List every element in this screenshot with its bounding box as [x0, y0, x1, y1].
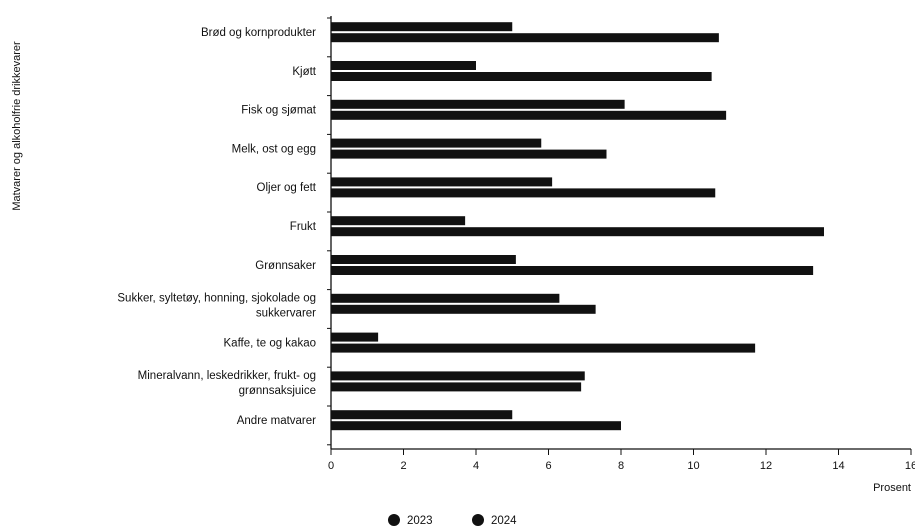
x-tick-label: 12	[760, 460, 772, 472]
bar-2024-0	[331, 33, 719, 43]
category-label-line: Grønnsaker	[255, 260, 316, 272]
bar-2023-3	[331, 138, 542, 148]
axes-layer: 0 2 4 6 8 10 12 14 16	[327, 16, 915, 472]
category-label-line: Andre matvarer	[237, 415, 316, 427]
labels-layer: Brød og kornprodukter Kjøtt Fisk og sjømat…	[117, 27, 316, 427]
category-label-9: Mineralvann, leskedrikker, frukt- og grøn…	[138, 370, 316, 397]
legend[interactable]: 2023 2024	[388, 514, 517, 527]
legend-marker-2024	[472, 514, 484, 526]
category-label-line: Kaffe, te og kakao	[224, 337, 317, 349]
category-label-line: sukkervarer	[256, 308, 316, 320]
bar-2024-3	[331, 149, 607, 159]
bar-2023-5	[331, 216, 466, 226]
legend-label-2023[interactable]: 2023	[407, 515, 433, 527]
category-label-5: Frukt	[290, 221, 317, 233]
category-label-line: Sukker, syltetøy, honning, sjokolade og	[117, 293, 316, 305]
x-tick-label: 10	[687, 460, 699, 472]
category-label-line: Oljer og fett	[257, 182, 317, 194]
bar-2024-9	[331, 382, 582, 392]
bar-2023-4	[331, 177, 553, 187]
category-label-line: Melk, ost og egg	[232, 143, 316, 155]
legend-label-2024[interactable]: 2024	[491, 515, 517, 527]
category-label-6: Grønnsaker	[255, 260, 316, 272]
bar-2023-10	[331, 410, 513, 420]
bar-2023-7	[331, 293, 560, 303]
x-tick-label: 2	[400, 460, 406, 472]
bar-2023-1	[331, 61, 476, 70]
bar-2024-2	[331, 110, 727, 120]
x-axis-title: Prosent	[873, 482, 911, 494]
category-label-10: Andre matvarer	[237, 415, 316, 427]
x-tick-label: 8	[618, 460, 624, 472]
bar-2024-7	[331, 304, 596, 314]
x-tick-label: 4	[473, 460, 479, 472]
category-label-line: Brød og kornprodukter	[201, 27, 316, 39]
category-label-4: Oljer og fett	[257, 182, 317, 194]
bar-2024-4	[331, 188, 716, 198]
category-label-line: Fisk og sjømat	[241, 105, 317, 117]
bar-2023-2	[331, 99, 625, 109]
bar-2023-8	[331, 332, 379, 342]
legend-marker-2023	[388, 514, 400, 526]
bar-2023-0	[331, 22, 513, 32]
x-tick-label: 6	[545, 460, 551, 472]
y-axis-title: Matvarer og alkoholfrie drikkevarer	[11, 41, 23, 211]
category-label-0: Brød og kornprodukter	[201, 27, 316, 39]
bar-2024-8	[331, 343, 756, 353]
bar-2024-10	[331, 421, 621, 431]
category-label-8: Kaffe, te og kakao	[224, 337, 317, 349]
category-label-2: Fisk og sjømat	[241, 105, 317, 117]
x-tick-label: 16	[905, 460, 915, 472]
category-label-7: Sukker, syltetøy, honning, sjokolade og s…	[117, 293, 316, 320]
category-label-3: Melk, ost og egg	[232, 143, 316, 155]
category-label-line: grønnsaksjuice	[239, 385, 316, 397]
bars-layer	[331, 22, 824, 431]
category-label-line: Mineralvann, leskedrikker, frukt- og	[138, 370, 316, 382]
bar-2024-6	[331, 266, 814, 275]
category-label-1: Kjøtt	[292, 66, 316, 78]
x-tick-label: 14	[832, 460, 844, 472]
category-label-line: Kjøtt	[292, 66, 316, 78]
y-axis-title-group: Matvarer og alkoholfrie drikkevarer	[11, 41, 23, 211]
bar-2023-6	[331, 255, 516, 264]
bar-2023-9	[331, 371, 585, 381]
bar-2024-1	[331, 72, 712, 81]
bar-2024-5	[331, 227, 824, 237]
category-label-line: Frukt	[290, 221, 317, 233]
x-tick-label: 0	[328, 460, 334, 472]
